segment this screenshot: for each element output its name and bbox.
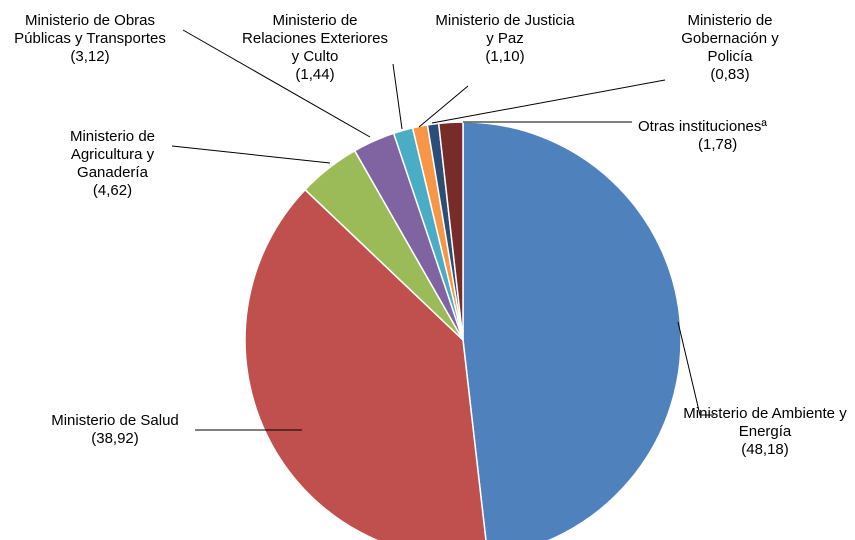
value-label: (38,92): [91, 430, 139, 447]
value-label: (3,12): [70, 48, 110, 65]
value-label: (1,78): [698, 136, 738, 153]
slice-label: Ministerio de Obras Públicas y Transport…: [5, 12, 175, 66]
value-label: (48,18): [741, 441, 789, 458]
leader-line: [182, 29, 371, 138]
slice-label: Ministerio de Agricultura y Ganadería (4,…: [45, 128, 180, 200]
slice-label: Otras institucionesª (1,78): [638, 118, 808, 154]
category-label: Ministerio de Gobernación y Policía: [681, 12, 779, 65]
category-label: Ministerio de Obras Públicas y Transport…: [14, 12, 166, 47]
slice-label: Ministerio de Gobernación y Policía (0,83…: [660, 12, 800, 84]
value-label: (0,83): [710, 66, 750, 83]
value-label: (4,62): [92, 182, 133, 199]
value-label: (1,44): [295, 66, 335, 83]
category-label: Ministerio de Salud: [51, 412, 179, 429]
category-label: Ministerio de Ambiente y Energía: [683, 405, 847, 440]
pie-slice: [437, 121, 464, 341]
slice-label: Ministerio de Ambiente y Energía (48,18): [680, 405, 850, 459]
category-label: Otras institucionesª: [638, 118, 767, 135]
value-label: (1,10): [485, 48, 525, 65]
category-label: Ministerio de Agricultura y Ganadería: [69, 128, 156, 181]
category-label: Ministerio de Relaciones Exteriores y Cu…: [242, 12, 388, 65]
leader-line: [431, 79, 666, 124]
pie-slice: [462, 121, 682, 540]
pie-slice: [244, 188, 487, 540]
slice-label: Ministerio de Justicia y Paz (1,10): [430, 12, 580, 66]
leader-line: [677, 321, 714, 416]
slice-label: Ministerio de Salud (38,92): [25, 412, 205, 448]
leader-line: [392, 63, 403, 130]
leader-line: [418, 85, 469, 128]
category-label: Ministerio de Justicia y Paz: [435, 12, 575, 47]
slice-label: Ministerio de Relaciones Exteriores y Cu…: [240, 12, 390, 84]
leader-line: [171, 145, 331, 164]
